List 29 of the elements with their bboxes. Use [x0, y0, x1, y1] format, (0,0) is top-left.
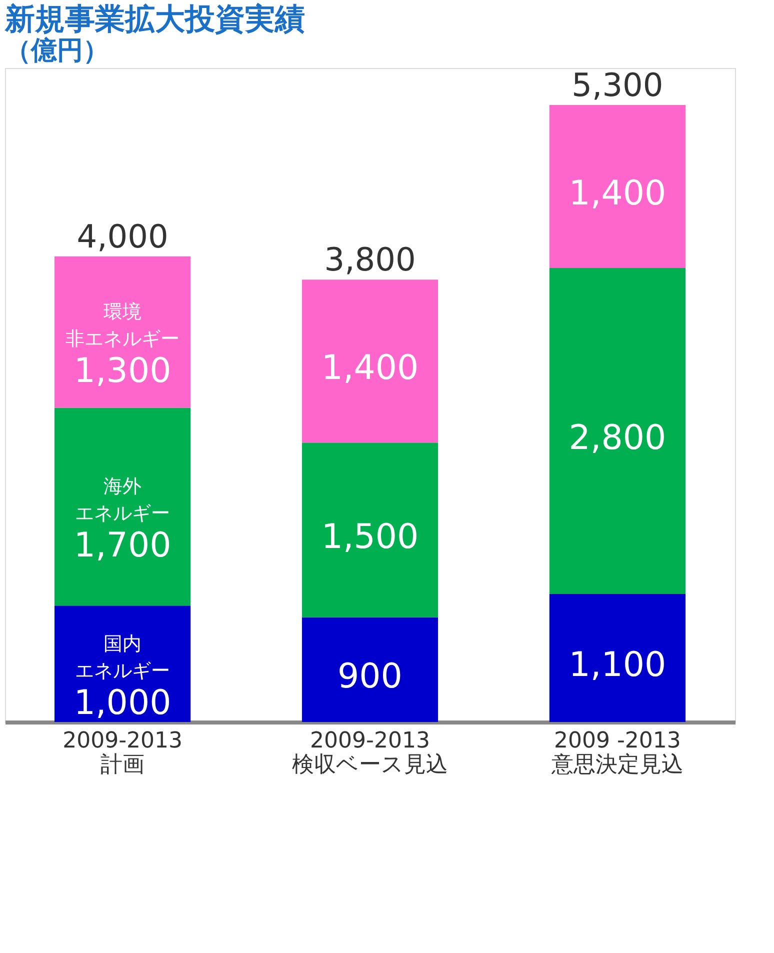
bar — [54, 256, 191, 408]
x-tick-label: 2009-2013 計画 — [62, 728, 183, 778]
total-label: 3,800 — [324, 240, 416, 279]
data-label: 1,100 — [568, 644, 666, 685]
bar — [549, 105, 686, 268]
data-label: 1,400 — [321, 348, 419, 388]
data-label: 2,800 — [568, 418, 666, 458]
x-tick-label: 2009 -2013 意思決定見込 — [550, 728, 684, 778]
chart-title: 新規事業拡大投資実績 — [4, 2, 305, 37]
bar — [302, 442, 438, 618]
bar — [549, 594, 686, 722]
series-label: 海外エネルギー — [75, 476, 170, 525]
bar — [302, 617, 438, 722]
series-label: 国内エネルギー — [75, 632, 170, 682]
bar — [54, 606, 191, 722]
bar — [549, 268, 686, 594]
bar — [54, 408, 191, 606]
data-label: 1,300 — [74, 351, 172, 392]
total-label: 5,300 — [572, 66, 664, 104]
x-tick-label: 2009-2013 検収ベース見込 — [292, 728, 448, 778]
total-label: 4,000 — [76, 217, 168, 256]
data-label: 1,000 — [74, 682, 172, 723]
data-label: 1,500 — [321, 516, 419, 557]
series-label: 環境非エネルギー — [66, 301, 180, 350]
data-label: 1,700 — [74, 526, 172, 566]
chart-subtitle: （億円） — [5, 36, 109, 66]
data-label: 1,400 — [568, 174, 666, 214]
data-label: 900 — [338, 656, 402, 697]
bar — [302, 280, 438, 443]
